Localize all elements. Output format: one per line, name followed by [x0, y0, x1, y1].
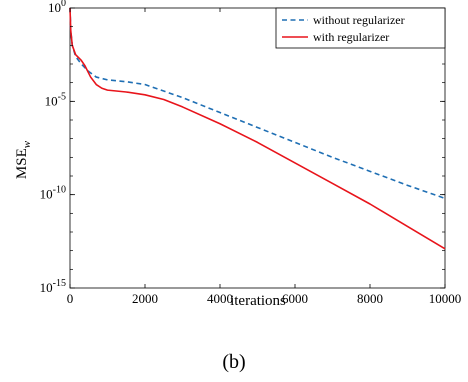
x-tick-label: 10000 [429, 291, 462, 306]
ticks-group: 0 2000 4000 6000 8000 10000 100 10-5 10-10 10-15 [40, 0, 462, 306]
axes-frame-group [69, 7, 446, 289]
legend-label-without-regularizer: without regularizer [313, 13, 405, 27]
x-axis-label: iterations [230, 293, 286, 309]
y-axis-label-base: MSE [14, 148, 30, 179]
figure-caption: (b) [222, 351, 245, 373]
y-tick-label: 100 [48, 0, 66, 15]
series-line-with-regularizer [69, 7, 446, 250]
x-tick-label: 8000 [357, 291, 383, 306]
y-axis-label: MSEw [14, 140, 33, 179]
y-axis-label-subscript: w [21, 140, 33, 148]
y-tick-label: 10-10 [40, 185, 66, 202]
x-tick-label: 4000 [207, 291, 233, 306]
svg-text:MSEw: MSEw [14, 140, 33, 179]
legend: without regularizer with regularizer [275, 7, 446, 49]
plot-area-frame [69, 7, 446, 289]
y-tick-label: 10-15 [40, 278, 66, 295]
y-tick-label: 10-5 [45, 91, 66, 108]
x-tick-label: 0 [67, 291, 74, 306]
x-tick-label: 2000 [132, 291, 158, 306]
legend-box [275, 7, 446, 49]
series-group [69, 7, 446, 250]
legend-label-with-regularizer: with regularizer [313, 30, 389, 44]
x-tick-label: 6000 [282, 291, 308, 306]
